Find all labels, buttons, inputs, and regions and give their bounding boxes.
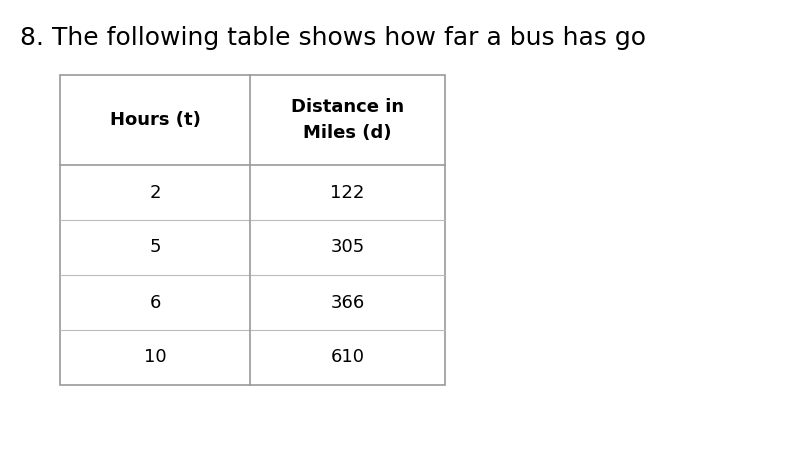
- Text: 8. The following table shows how far a bus has go: 8. The following table shows how far a b…: [20, 26, 646, 50]
- Text: 2: 2: [150, 184, 161, 202]
- Text: 6: 6: [150, 293, 161, 311]
- Text: 366: 366: [330, 293, 365, 311]
- Text: 5: 5: [150, 238, 161, 256]
- Text: 305: 305: [330, 238, 365, 256]
- Text: Hours (t): Hours (t): [110, 111, 201, 129]
- Text: Distance in
Miles (d): Distance in Miles (d): [291, 99, 404, 141]
- Text: 610: 610: [330, 348, 365, 366]
- Text: 122: 122: [330, 184, 365, 202]
- Bar: [60, 75, 445, 385]
- Text: 10: 10: [144, 348, 166, 366]
